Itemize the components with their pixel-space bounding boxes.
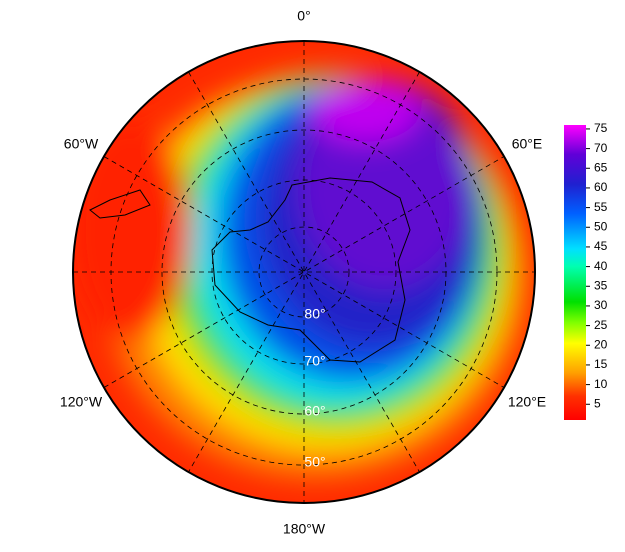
colorbar-tick-label: 40 [594, 259, 608, 273]
colorbar-scale [564, 125, 586, 420]
map-border [72, 40, 536, 504]
colorbar-tick-label: 50 [594, 219, 608, 233]
colorbar-tick-label: 10 [594, 377, 608, 391]
longitude-label: 120°E [508, 394, 546, 410]
colorbar-tick-label: 15 [594, 357, 608, 371]
colorbar-tick-label: 35 [594, 278, 608, 292]
colorbar-tick-label: 5 [594, 396, 601, 410]
latitude-label: 70° [304, 353, 325, 369]
graticule [73, 41, 535, 503]
longitude-label: 0° [297, 8, 310, 24]
colorbar-tick-label: 60 [594, 180, 608, 194]
colorbar-tick-label: 70 [594, 141, 608, 155]
longitude-label: 180°W [283, 521, 326, 537]
latitude-label: 80° [304, 306, 325, 322]
longitude-label: 120°W [60, 394, 103, 410]
colorbar-tick-label: 30 [594, 298, 608, 312]
longitude-label: 60°W [64, 136, 99, 152]
colorbar-tick-label: 75 [594, 121, 608, 135]
colorbar-tick-label: 55 [594, 200, 608, 214]
colorbar-tick-label: 25 [594, 318, 608, 332]
colorbar-tick-label: 65 [594, 160, 608, 174]
latitude-label: 60° [304, 403, 325, 419]
longitude-label: 60°E [512, 136, 543, 152]
colorbar-tick-label: 20 [594, 337, 608, 351]
colorbar-tick-label: 45 [594, 239, 608, 253]
colorbar: 5 10 15 20 25 30 35 40 45 50 55 60 65 70 75 [564, 121, 608, 420]
field [73, 41, 535, 503]
latitude-label: 50° [304, 454, 325, 470]
